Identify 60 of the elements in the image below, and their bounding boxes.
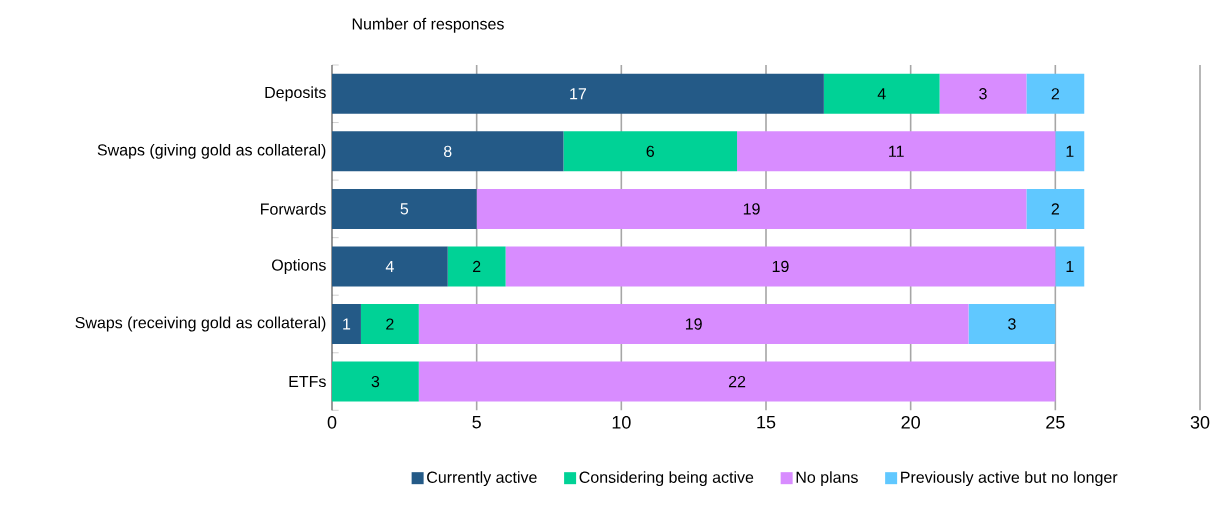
x-tick-label: 0	[327, 415, 337, 429]
data-label: 4	[877, 88, 886, 100]
bar	[418, 361, 1056, 402]
bar	[332, 303, 361, 344]
data-label: 4	[385, 260, 394, 272]
legend-label: Currently active	[427, 471, 537, 487]
data-label: 2	[386, 318, 394, 330]
x-tick-label: 25	[1046, 415, 1065, 429]
bar	[968, 303, 1056, 344]
bar	[563, 131, 738, 172]
bar	[1026, 73, 1085, 114]
data-label: 1	[1066, 260, 1074, 272]
data-label: 19	[743, 203, 760, 215]
bar	[823, 73, 940, 114]
data-label: 19	[772, 260, 789, 273]
x-tick-label: 5	[472, 415, 481, 429]
bar	[1026, 188, 1085, 229]
bar	[505, 246, 1056, 287]
bar	[418, 303, 969, 344]
bar	[1055, 246, 1085, 287]
data-label: 2	[473, 260, 481, 273]
y-tick-label: Swaps (giving gold as collateral)	[97, 143, 326, 159]
bar	[332, 361, 419, 402]
y-tick-label: Deposits	[265, 86, 326, 102]
bar	[332, 73, 824, 114]
data-label: 1	[343, 318, 351, 330]
data-label: 3	[1008, 318, 1016, 330]
data-label: 6	[646, 145, 655, 157]
data-label: 17	[570, 88, 587, 100]
y-tick-label: Swaps (receiving gold as collateral)	[75, 316, 326, 332]
bar	[332, 188, 477, 229]
bar	[332, 246, 448, 287]
data-label: 3	[979, 88, 987, 100]
data-label: 8	[443, 145, 452, 157]
legend-label: No plans	[796, 471, 858, 487]
data-label: 11	[889, 145, 904, 157]
data-label: 22	[728, 375, 746, 388]
data-label: 19	[685, 318, 702, 330]
chart-title: Number of responses	[352, 17, 504, 33]
legend-label: Considering being active	[579, 471, 754, 487]
x-tick-label: 15	[757, 415, 776, 429]
data-label: 3	[371, 375, 380, 388]
bar	[447, 246, 506, 287]
y-tick-label: Forwards	[261, 203, 326, 215]
bar	[360, 303, 419, 344]
data-label: 2	[1051, 203, 1059, 215]
legend-label: Previously active but no longer	[901, 471, 1118, 487]
data-label: 5	[400, 203, 409, 215]
bar	[332, 131, 564, 172]
x-tick-label: 10	[612, 415, 631, 429]
bar	[939, 73, 1027, 114]
bar	[476, 188, 1027, 229]
data-label: 1	[1066, 145, 1074, 157]
y-tick-label: Options	[272, 258, 326, 274]
bar	[1055, 131, 1085, 172]
x-tick-label: 30	[1190, 415, 1210, 429]
bar	[737, 131, 1056, 172]
x-tick-label: 20	[901, 415, 920, 429]
y-tick-label: ETFs	[289, 375, 326, 388]
data-label: 2	[1051, 88, 1059, 100]
